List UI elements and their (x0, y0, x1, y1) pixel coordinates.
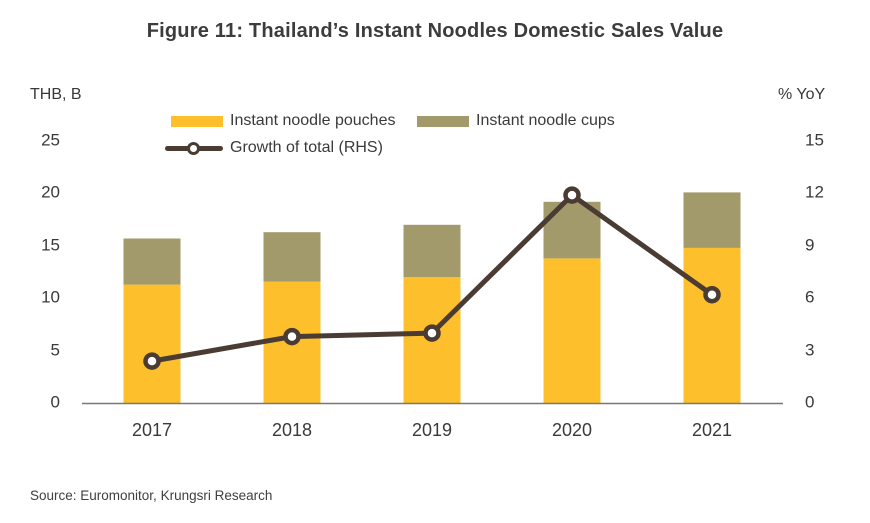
legend-swatch-pouches-icon (171, 115, 223, 127)
bar-pouches-2020 (543, 258, 601, 403)
tick-right-3: 3 (805, 340, 815, 360)
tick-right-9: 9 (805, 235, 815, 255)
tick-left-0: 0 (50, 392, 60, 412)
tick-left-10: 10 (41, 287, 60, 307)
growth-marker-2020 (563, 186, 581, 204)
legend-swatch-growth-line-icon (165, 141, 223, 156)
legend-label-cups: Instant noodle cups (476, 112, 615, 129)
tick-right-15: 15 (805, 130, 824, 150)
legend-item-growth: Growth of total (RHS) (165, 138, 383, 158)
tick-right-6: 6 (805, 287, 815, 307)
x-label-2019: 2019 (411, 420, 453, 440)
source-note: Source: Euromonitor, Krungsri Research (30, 488, 273, 503)
legend-swatch-cups-icon (417, 115, 469, 127)
legend-label-pouches: Instant noodle pouches (230, 112, 396, 129)
growth-marker-2018 (283, 327, 301, 346)
legend-item-cups: Instant noodle cups (417, 111, 615, 131)
chart-title: Figure 11: Thailand’s Instant Noodles Do… (146, 20, 724, 42)
legend-item-pouches: Instant noodle pouches (171, 111, 395, 131)
x-label-2021: 2021 (691, 420, 733, 440)
growth-marker-2019 (423, 324, 441, 342)
tick-left-20: 20 (41, 182, 60, 202)
tick-left-15: 15 (41, 235, 60, 255)
tick-right-0: 0 (805, 392, 815, 412)
bar-pouches-2021 (683, 247, 741, 403)
tick-right-12: 12 (805, 182, 824, 202)
left-axis-unit-label: THB, B (30, 86, 82, 103)
tick-left-25: 25 (41, 130, 60, 150)
x-label-2018: 2018 (271, 420, 313, 440)
right-axis-unit-label: % YoY (778, 86, 826, 103)
bar-cups-2021 (683, 192, 741, 248)
growth-marker-2017 (143, 352, 161, 370)
x-label-2017: 2017 (131, 420, 173, 440)
growth-marker-2021 (703, 285, 721, 304)
bar-cups-2017 (123, 238, 181, 285)
bar-pouches-2017 (123, 284, 181, 403)
legend-label-growth: Growth of total (RHS) (230, 139, 383, 156)
tick-left-5: 5 (50, 340, 60, 360)
bar-cups-2018 (263, 232, 321, 282)
x-label-2020: 2020 (551, 420, 593, 440)
bar-cups-2019 (403, 224, 461, 278)
